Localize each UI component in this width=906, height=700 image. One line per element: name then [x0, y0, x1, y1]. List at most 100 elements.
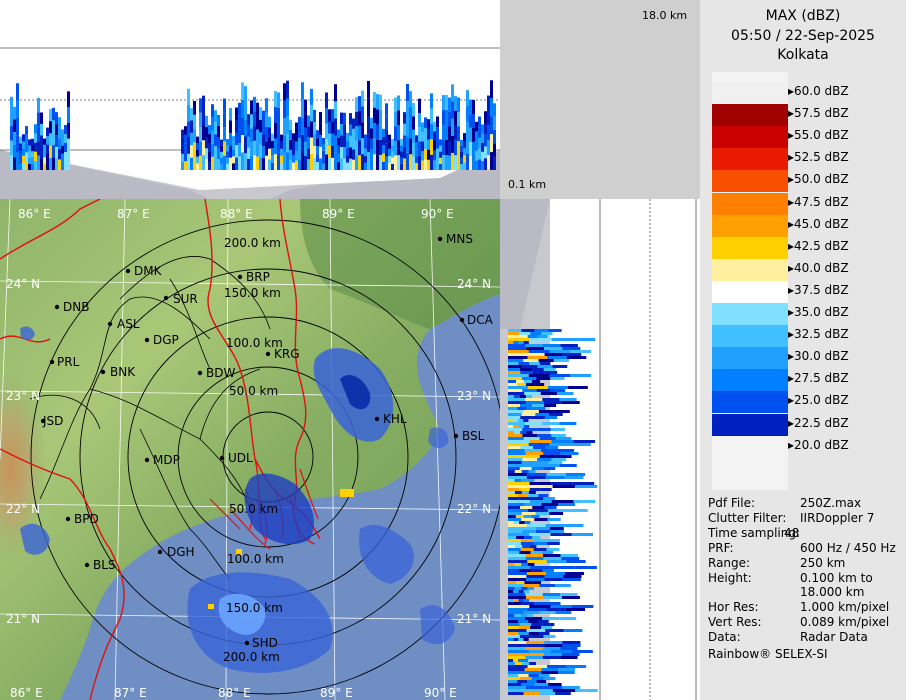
section-bar	[487, 95, 490, 111]
section-bar	[244, 119, 247, 137]
section-bar	[545, 572, 565, 575]
section-bar	[508, 428, 523, 431]
section-bar	[349, 113, 352, 125]
range-ring-label: 200.0 km	[224, 236, 281, 250]
ppi-map[interactable]	[0, 199, 500, 700]
section-bar	[560, 452, 579, 455]
section-bar	[508, 485, 531, 488]
section-bar	[22, 134, 25, 142]
section-bar	[532, 371, 545, 374]
section-bar	[548, 329, 562, 332]
section-bar	[244, 102, 247, 120]
section-bar	[559, 464, 577, 467]
section-bar	[559, 422, 577, 425]
section-bar	[373, 123, 376, 139]
section-bar	[286, 116, 289, 135]
section-bar	[319, 111, 322, 124]
section-bar	[525, 593, 543, 596]
section-bar	[361, 122, 364, 139]
section-bar	[391, 157, 394, 164]
section-bar	[539, 632, 550, 635]
section-bar	[508, 449, 525, 452]
section-bar	[295, 132, 298, 142]
legend-label: ▸57.5 dBZ	[788, 106, 849, 121]
section-bar	[340, 124, 343, 136]
section-bar	[379, 139, 382, 155]
section-bar	[532, 581, 542, 584]
section-bar	[508, 434, 523, 437]
section-bar	[570, 374, 592, 377]
section-bar	[543, 467, 556, 470]
section-bar	[493, 103, 496, 117]
lon-label: 90° E	[424, 686, 457, 700]
section-bar	[193, 142, 196, 157]
section-bar	[508, 443, 529, 446]
section-bar	[214, 134, 217, 147]
section-bar	[436, 148, 439, 160]
section-bar	[376, 94, 379, 110]
section-bar	[214, 110, 217, 123]
section-bar	[37, 141, 40, 156]
section-bar	[466, 90, 469, 107]
section-bar	[564, 476, 584, 479]
section-bar	[226, 157, 229, 164]
section-bar	[508, 581, 517, 584]
section-bar	[508, 452, 526, 455]
section-bar	[64, 160, 67, 170]
section-bar	[516, 380, 525, 383]
section-bar	[388, 134, 391, 142]
section-bar	[373, 92, 376, 108]
section-bar	[277, 138, 280, 155]
section-bar	[40, 158, 43, 170]
section-bar	[412, 156, 415, 170]
section-bar	[508, 491, 515, 494]
section-bar	[418, 141, 421, 156]
section-bar	[508, 464, 526, 467]
section-bar	[508, 383, 518, 386]
info-key: PRF:	[708, 541, 734, 555]
section-bar	[217, 147, 220, 159]
section-bar	[187, 153, 190, 170]
station-label: BLS	[93, 558, 116, 572]
section-bar	[274, 91, 277, 107]
section-bar	[508, 521, 514, 524]
section-bar	[508, 656, 526, 659]
section-bar	[523, 437, 540, 440]
section-bar	[43, 138, 46, 145]
section-bar	[412, 102, 415, 117]
section-bar	[514, 470, 522, 473]
section-bar	[508, 470, 515, 473]
section-bar	[337, 129, 340, 138]
section-bar	[526, 407, 537, 410]
section-bar	[253, 155, 256, 170]
top-section-panel: 18.0 km	[0, 0, 687, 199]
section-bar	[508, 626, 520, 629]
section-bar	[16, 83, 19, 101]
section-bar	[557, 392, 574, 395]
section-bar	[349, 147, 352, 159]
section-bar	[561, 653, 580, 656]
section-bar	[544, 347, 563, 350]
section-bar	[508, 686, 526, 689]
section-bar	[37, 97, 40, 113]
section-bar	[534, 602, 548, 605]
section-bar	[367, 152, 370, 170]
section-bar	[274, 122, 277, 139]
section-bar	[187, 104, 190, 122]
section-bar	[10, 126, 13, 141]
section-bar	[196, 136, 199, 144]
section-bar	[58, 117, 61, 128]
section-bar	[319, 158, 322, 170]
section-bar	[61, 161, 64, 170]
section-bar	[557, 671, 575, 674]
section-bar	[358, 96, 361, 111]
section-bar	[424, 117, 427, 128]
legend-label: ▸32.5 dBZ	[788, 327, 849, 342]
section-bar	[220, 163, 223, 170]
section-bar	[427, 149, 430, 160]
section-bar	[561, 596, 580, 599]
section-bar	[415, 142, 418, 150]
section-bar	[519, 467, 532, 470]
section-bar	[307, 126, 310, 138]
section-bar	[214, 122, 217, 135]
